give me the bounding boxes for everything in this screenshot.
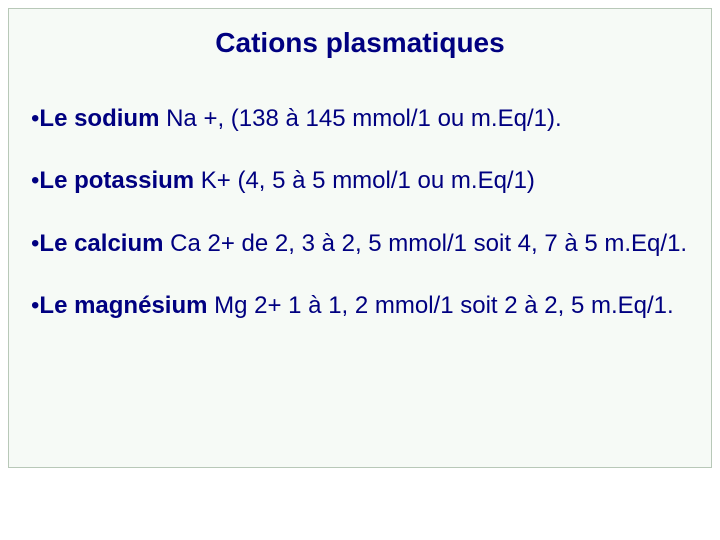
slide-frame: Cations plasmatiques •Le sodium Na +, (1… — [8, 8, 712, 468]
item-label: Le potassium — [39, 167, 194, 194]
item-label: Le magnésium — [39, 292, 207, 319]
item-label: Le sodium — [39, 105, 159, 132]
item-desc: Mg 2+ 1 à 1, 2 mmol/1 soit 2 à 2, 5 m.Eq… — [207, 292, 673, 319]
item-desc: Ca 2+ de 2, 3 à 2, 5 mmol/1 soit 4, 7 à … — [163, 230, 687, 257]
list-item: •Le magnésium Mg 2+ 1 à 1, 2 mmol/1 soit… — [31, 290, 689, 322]
item-desc: K+ (4, 5 à 5 mmol/1 ou m.Eq/1) — [194, 167, 535, 194]
list-item: •Le sodium Na +, (138 à 145 mmol/1 ou m.… — [31, 103, 689, 135]
item-desc: Na +, (138 à 145 mmol/1 ou m.Eq/1). — [159, 105, 561, 132]
list-item: •Le potassium K+ (4, 5 à 5 mmol/1 ou m.E… — [31, 165, 689, 197]
item-label: Le calcium — [39, 230, 163, 257]
slide-title: Cations plasmatiques — [31, 27, 689, 59]
list-item: •Le calcium Ca 2+ de 2, 3 à 2, 5 mmol/1 … — [31, 228, 689, 260]
